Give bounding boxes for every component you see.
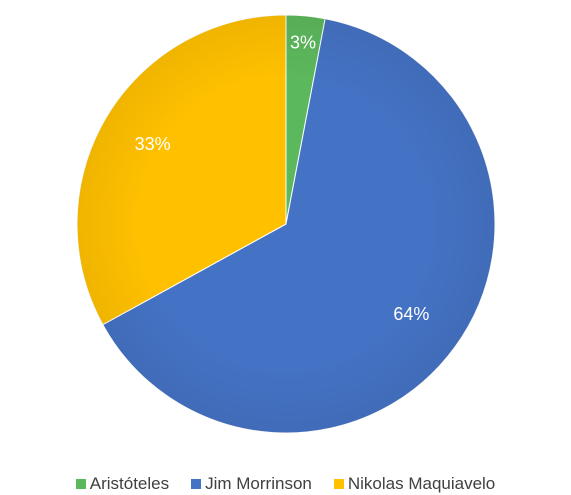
legend-label-nikolas-maquiavelo: Nikolas Maquiavelo [347, 474, 496, 493]
legend-swatch-nikolas-maquiavelo [333, 479, 344, 489]
legend-item-aristoteles: Aristóteles [75, 474, 170, 494]
pie-slice-labels: 3% 64% 33% [135, 33, 430, 324]
pie-slices [76, 14, 496, 434]
legend-label-aristoteles: Aristóteles [89, 474, 170, 493]
slice-label-jim-morrinson: 64% [393, 304, 429, 324]
legend-item-jim-morrinson: Jim Morrinson [191, 474, 312, 494]
slice-label-aristoteles: 3% [290, 33, 316, 53]
chart-legend: Aristóteles Jim Morrinson Nikolas Maquia… [0, 474, 571, 494]
legend-swatch-jim-morrinson [191, 479, 202, 489]
legend-label-jim-morrinson: Jim Morrinson [205, 474, 312, 493]
legend-swatch-aristoteles [75, 479, 86, 489]
slice-label-nikolas-maquiavelo: 33% [135, 134, 171, 154]
legend-item-nikolas-maquiavelo: Nikolas Maquiavelo [333, 474, 496, 494]
